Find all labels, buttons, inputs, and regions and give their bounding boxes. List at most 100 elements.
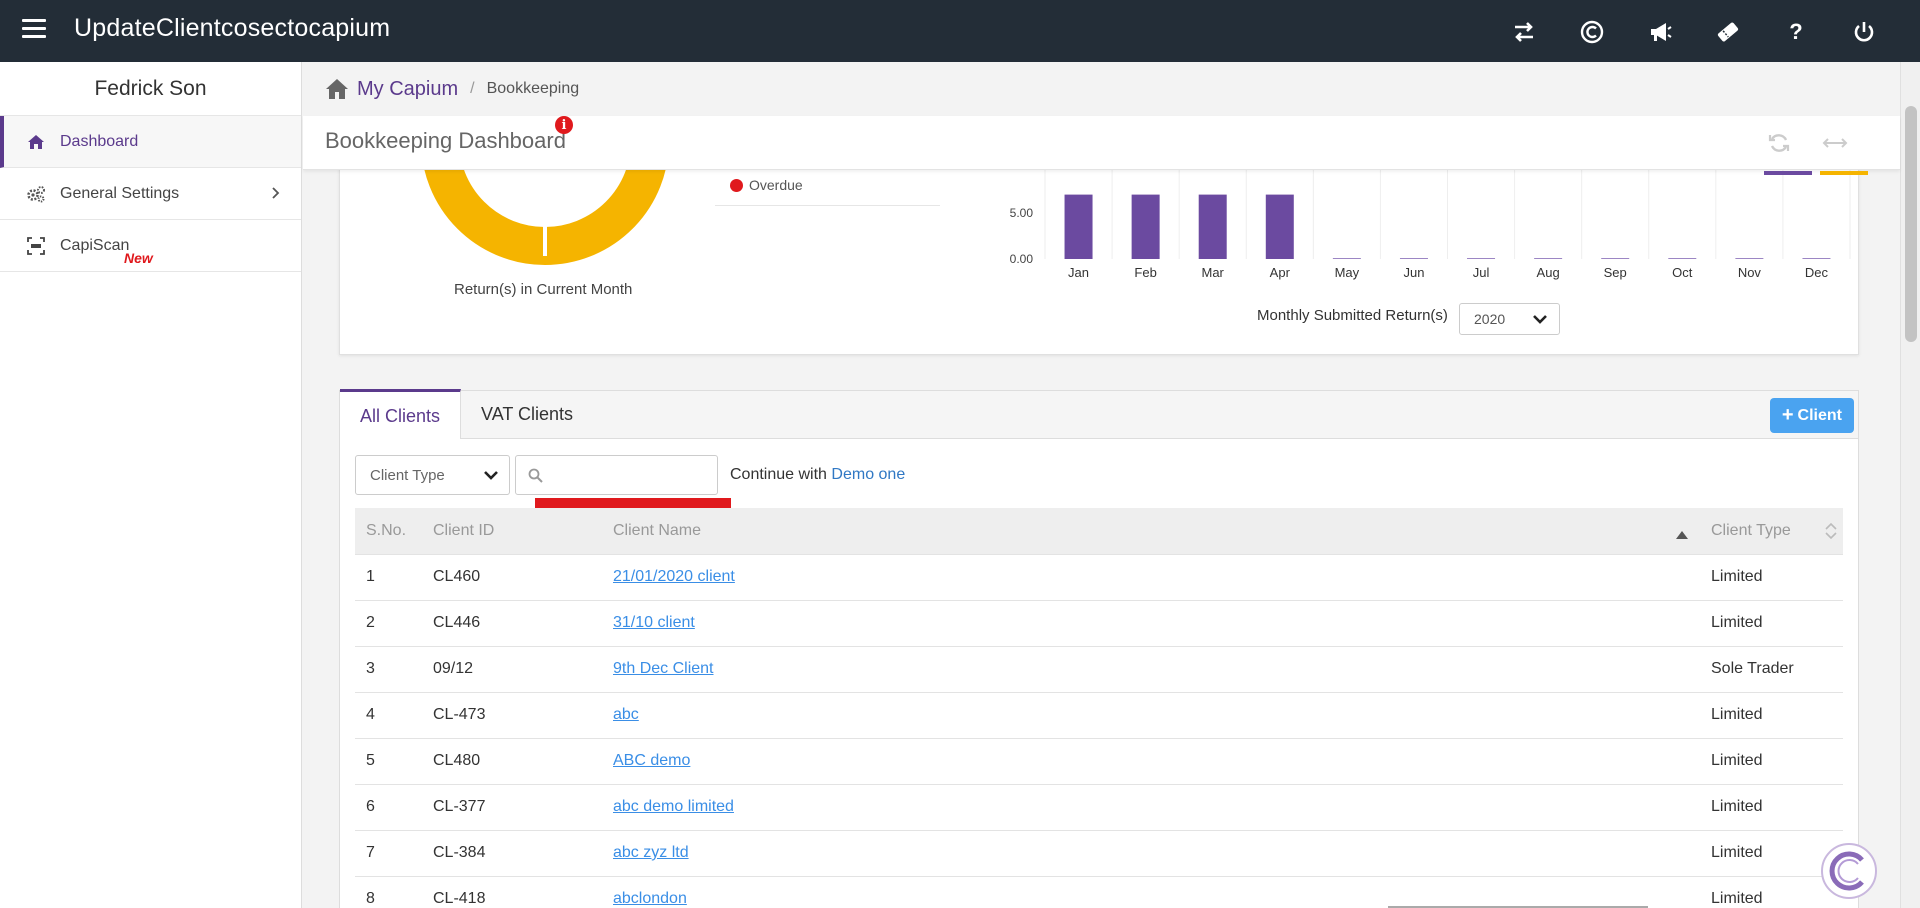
clients-panel-body: Client Type Continue with Demo one S.No.	[340, 439, 1858, 908]
client-name-link[interactable]: abc	[613, 706, 639, 723]
client-name-link[interactable]: 9th Dec Client	[613, 660, 714, 677]
megaphone-icon[interactable]	[1644, 18, 1676, 46]
info-icon[interactable]: i	[555, 116, 573, 134]
x-tick-label: Jun	[1403, 265, 1424, 280]
client-type-select[interactable]: Client Type	[355, 455, 510, 495]
cell-client-id: CL480	[422, 737, 602, 784]
sidebar-item-general-settings[interactable]: General Settings	[0, 168, 301, 220]
x-tick-label: Jul	[1473, 265, 1490, 280]
bar-dec[interactable]	[1802, 258, 1831, 259]
bar-jan[interactable]	[1064, 194, 1093, 259]
client-search-input[interactable]	[548, 466, 708, 484]
clients-panel: All Clients VAT Clients + Client Client …	[339, 389, 1859, 908]
filter-row: Client Type Continue with Demo one	[355, 455, 905, 495]
gears-icon	[26, 185, 46, 203]
cell-client-type: Limited	[1700, 599, 1843, 646]
year-select-value: 2020	[1474, 311, 1506, 327]
bar-sep[interactable]	[1601, 258, 1630, 259]
column-header-client-name[interactable]: Client Name	[602, 508, 1700, 554]
plus-icon: +	[1781, 404, 1794, 426]
bar-aug[interactable]	[1534, 258, 1563, 259]
x-tick-label: Sep	[1604, 265, 1627, 280]
hamburger-menu-icon[interactable]	[22, 19, 46, 41]
table-row: 2 CL446 31/10 client Limited	[355, 599, 1843, 646]
sidebar-item-dashboard[interactable]: Dashboard	[0, 116, 301, 168]
clients-table-body: 1 CL460 21/01/2020 client Limited 2 CL446 31/1…	[355, 553, 1843, 908]
home-icon[interactable]	[325, 78, 349, 100]
table-row: 5 CL480 ABC demo Limited	[355, 737, 1843, 784]
add-client-button[interactable]: + Client	[1769, 398, 1854, 433]
bar-oct[interactable]	[1668, 258, 1697, 259]
cell-sno: 6	[355, 783, 422, 830]
chevron-right-icon	[271, 186, 281, 205]
cell-client-id: 09/12	[422, 645, 602, 692]
power-icon[interactable]	[1848, 18, 1880, 46]
year-select[interactable]: 2020	[1459, 303, 1560, 335]
cell-client-id: CL-377	[422, 783, 602, 830]
bar-nov[interactable]	[1735, 258, 1764, 259]
cell-sno: 8	[355, 875, 422, 908]
client-type-select-value: Client Type	[370, 466, 445, 484]
bar-may[interactable]	[1332, 258, 1361, 259]
help-icon[interactable]: ?	[1789, 19, 1803, 44]
legend-divider	[715, 205, 940, 206]
cell-client-id: CL-418	[422, 875, 602, 908]
capium-c-icon[interactable]	[1576, 18, 1608, 46]
bar-jun[interactable]	[1399, 258, 1428, 259]
x-tick-label: Mar	[1202, 265, 1225, 280]
cell-client-id: CL-384	[422, 829, 602, 876]
sidebar-item-capiscan[interactable]: CapiScan New	[0, 220, 301, 272]
cell-client-name: abclondon	[602, 875, 1700, 908]
red-highlight-mark	[535, 498, 731, 510]
swap-icon[interactable]	[1508, 18, 1540, 46]
cell-client-name: abc	[602, 691, 1700, 738]
capium-chat-logo-icon[interactable]	[1818, 840, 1880, 902]
column-header-client-type[interactable]: Client Type	[1700, 508, 1843, 554]
x-tick-label: Dec	[1805, 265, 1829, 280]
scrollbar-thumb[interactable]	[1905, 106, 1917, 342]
clients-table: S.No. Client ID Client Name Client Type	[355, 508, 1843, 908]
breadcrumb-my-capium[interactable]: My Capium	[357, 77, 459, 100]
cell-client-id: CL-473	[422, 691, 602, 738]
bar-apr[interactable]	[1265, 194, 1294, 259]
cell-client-name: abc demo limited	[602, 783, 1700, 830]
barcode-icon	[26, 236, 46, 255]
tab-vat-clients[interactable]: VAT Clients	[481, 403, 574, 424]
sidebar-item-label: CapiScan	[60, 236, 130, 254]
header-accent-bars	[1764, 171, 1868, 175]
bar-jul[interactable]	[1467, 258, 1496, 259]
table-row: 1 CL460 21/01/2020 client Limited	[355, 553, 1843, 600]
ticket-icon[interactable]	[1712, 18, 1744, 46]
chart-x-label: Monthly Submitted Return(s)	[1257, 307, 1448, 324]
client-tabs: All Clients VAT Clients	[340, 389, 1858, 439]
demo-one-link[interactable]: Demo one	[831, 466, 906, 483]
client-name-link[interactable]: abclondon	[613, 890, 687, 908]
header-tools	[1766, 130, 1848, 156]
client-name-link[interactable]: 21/01/2020 client	[613, 568, 735, 585]
tab-all-clients[interactable]: All Clients	[340, 389, 462, 439]
sidebar-item-label: General Settings	[60, 184, 180, 202]
table-row: 6 CL-377 abc demo limited Limited	[355, 783, 1843, 830]
chevron-down-icon	[1531, 310, 1549, 331]
bar-mar[interactable]	[1198, 194, 1227, 259]
cell-client-type: Limited	[1700, 829, 1843, 876]
client-name-link[interactable]: ABC demo	[613, 752, 691, 769]
top-icon-group: ?	[1508, 18, 1880, 46]
x-tick-label: Aug	[1537, 265, 1560, 280]
client-name-link[interactable]: abc demo limited	[613, 798, 734, 815]
table-row: 8 CL-418 abclondon Limited	[355, 875, 1843, 908]
expand-horizontal-icon[interactable]	[1822, 130, 1848, 156]
page-scrollbar[interactable]	[1900, 62, 1920, 908]
client-name-link[interactable]: abc zyz ltd	[613, 844, 689, 861]
x-tick-label: Feb	[1134, 265, 1156, 280]
refresh-icon[interactable]	[1766, 130, 1792, 156]
cell-client-type: Limited	[1700, 553, 1843, 600]
column-header-sno[interactable]: S.No.	[355, 508, 422, 554]
sort-ascending-icon	[1676, 526, 1688, 544]
client-name-link[interactable]: 31/10 client	[613, 614, 695, 631]
client-search-box[interactable]	[515, 455, 718, 495]
bottom-scroll-indicator	[1388, 906, 1648, 908]
bar-feb[interactable]	[1131, 194, 1160, 259]
column-header-client-id[interactable]: Client ID	[422, 508, 602, 554]
breadcrumb-current: Bookkeeping	[486, 80, 580, 97]
